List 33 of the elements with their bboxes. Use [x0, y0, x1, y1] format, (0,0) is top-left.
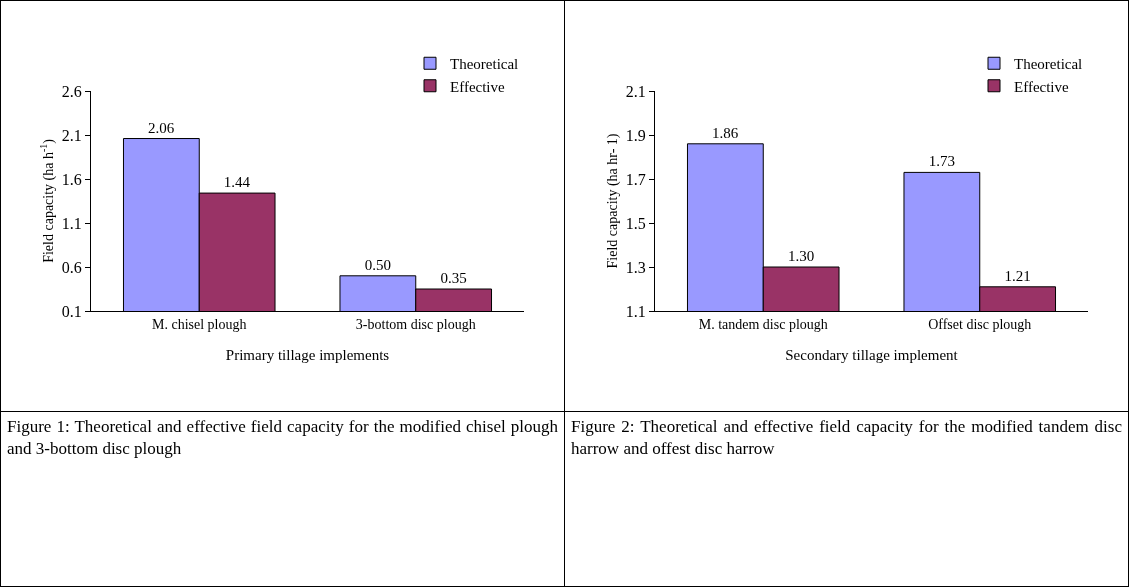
legend-label: Effective	[1014, 78, 1070, 95]
x-tick-label: M. chisel plough	[152, 316, 247, 332]
text: 2.1	[61, 126, 82, 144]
data-label: 0.35	[440, 270, 467, 286]
data-label: 1.21	[1004, 267, 1031, 284]
text: 1.6	[61, 170, 82, 188]
text: 2.6	[61, 82, 82, 100]
data-label: 2.06	[147, 119, 175, 136]
text: 0.1	[61, 302, 82, 320]
data-label: 0.50	[364, 256, 391, 273]
legend-label: Theoretical	[450, 56, 519, 73]
text: 0.6	[61, 258, 82, 276]
data-label: 1.73	[928, 153, 955, 170]
x-tick-label: 3-bottom disc plough	[355, 316, 476, 332]
y-axis-title: Field capacity (ha hr- 1)	[605, 133, 621, 269]
text: 1.1	[61, 214, 82, 232]
text: 1.1	[625, 302, 646, 320]
caption: Figure 1: Theoretical and effective field capacity for the modified chisel plough and 3-bottom disc plough	[6, 416, 559, 460]
x-axis-title: Secondary tillage implement	[785, 346, 959, 363]
data-label: 1.44	[223, 174, 251, 191]
x-axis-title: Primary tillage implements	[225, 346, 390, 363]
text: 2.1	[625, 82, 646, 100]
x-tick-label: M. tandem disc plough	[698, 316, 828, 332]
legend-label: Effective	[450, 78, 506, 95]
text: 1.3	[625, 258, 646, 276]
x-tick-label: Offset disc plough	[928, 316, 1032, 332]
data-label: 1.86	[711, 124, 739, 141]
text: 1.5	[625, 214, 646, 232]
legend-label: Theoretical	[1014, 56, 1083, 73]
data-label: 1.30	[788, 248, 815, 264]
text: 1.9	[625, 126, 646, 144]
caption: Figure 2: Theoretical and effective field capacity for the modified tandem disc harrow and offest disc harrow	[570, 416, 1123, 460]
text: 1.7	[625, 170, 646, 188]
